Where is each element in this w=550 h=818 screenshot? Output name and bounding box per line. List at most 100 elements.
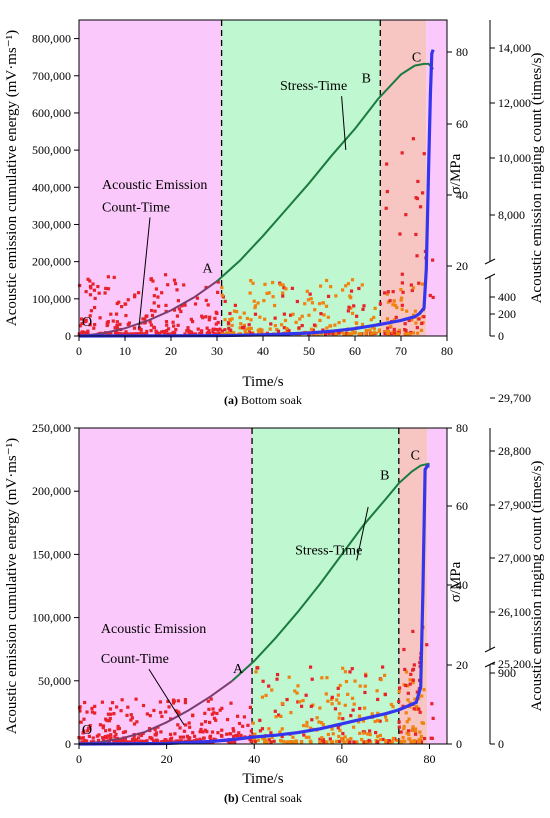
ae-count-point	[154, 287, 159, 291]
ae-count-point	[393, 303, 398, 307]
ae-count-point	[149, 328, 153, 333]
ae-count-point	[420, 282, 425, 286]
ae-count-point	[87, 734, 91, 738]
ae-count-point	[391, 303, 395, 307]
ae-count-point	[291, 740, 296, 744]
ae-count-point	[270, 688, 274, 692]
stress-time-line-early	[78, 679, 233, 745]
ae-count-point	[238, 326, 242, 330]
ae-count-point	[310, 677, 314, 681]
ae-count-point	[388, 299, 392, 303]
ae-count-point	[319, 312, 323, 316]
ae-count-point	[295, 691, 299, 695]
stress-time-annotation: Stress-Time	[295, 543, 362, 558]
ae-count-point	[185, 734, 190, 738]
ae-count-point	[223, 318, 227, 322]
ae-count-point	[181, 735, 186, 739]
ae-count-point	[149, 308, 154, 313]
ae-count-point	[215, 332, 219, 336]
ae-count-point	[399, 296, 404, 300]
ae-count-point	[382, 673, 387, 677]
stress-axis-label: σ/MPa	[448, 561, 464, 602]
ae-count-point	[133, 295, 137, 299]
ae-count-point	[391, 736, 396, 741]
ae-count-point	[123, 302, 128, 306]
ae-count-point	[166, 699, 170, 703]
ae-count-point	[347, 332, 351, 336]
ae-count-point	[112, 275, 116, 280]
ae-count-point	[157, 304, 161, 308]
x-tick-label: 50	[303, 344, 315, 358]
ae-count-point	[188, 329, 192, 334]
ae-count-point	[115, 326, 120, 330]
ae-count-point	[121, 730, 126, 735]
ae-count-point	[183, 302, 187, 306]
ae-count-point	[187, 721, 191, 725]
ae-count-point	[302, 733, 306, 737]
ae-count-point	[337, 716, 341, 720]
ae-count-point	[408, 701, 412, 705]
ae-count-point	[89, 309, 94, 313]
ae-count-point	[258, 729, 262, 733]
ae-count-point	[211, 329, 215, 333]
stage-point-label: O	[82, 315, 92, 330]
x-tick-label: 10	[119, 344, 131, 358]
ae-count-point	[378, 733, 382, 738]
ae-count-point	[253, 312, 258, 316]
y-axis-label: Acoustic emission cumulative energy (mV·…	[4, 30, 20, 326]
ae-count-point	[260, 695, 265, 699]
ae-count-point	[115, 320, 119, 324]
ae-count-point	[200, 722, 204, 726]
ae-count-point	[374, 730, 378, 735]
ae-count-point	[409, 672, 413, 676]
y-tick-label: 150,000	[32, 547, 71, 561]
ae-count-point	[209, 697, 213, 701]
ae-count-point	[271, 295, 275, 299]
ae-count-point	[280, 701, 284, 706]
ae-count-point	[142, 739, 146, 744]
ae-count-point	[165, 329, 169, 333]
ae-count-point	[101, 737, 105, 741]
ae-count-point	[397, 725, 401, 729]
ae-count-point	[262, 299, 266, 303]
ae-count-point	[411, 331, 416, 335]
stress-tick-label: 20	[456, 259, 468, 273]
ae-count-point	[84, 739, 89, 743]
ae-count-point	[301, 698, 305, 703]
ae-count-point	[233, 303, 237, 307]
ae-count-point	[201, 316, 205, 320]
ae-count-point	[411, 725, 415, 729]
ae-count-point	[216, 731, 220, 735]
ae-count-point	[318, 284, 323, 288]
ae-count-point	[97, 291, 101, 295]
ae-count-point	[166, 283, 170, 287]
ae-count-point	[352, 725, 356, 729]
axis-break-mark	[484, 273, 496, 280]
ae-count-point	[343, 670, 347, 674]
ae-count-point	[112, 740, 117, 744]
ae-count-point	[132, 722, 137, 726]
ae-count-point	[98, 723, 102, 727]
ae-count-point	[217, 331, 221, 336]
ae-count-point	[216, 280, 220, 284]
annotation-arrow	[356, 506, 369, 561]
ae-count-point	[273, 709, 277, 713]
ae-count-point	[310, 301, 315, 305]
ae-count-point	[82, 729, 86, 733]
ae-count-point	[402, 727, 406, 731]
ae-count-point	[368, 328, 372, 332]
ae-count-point	[355, 740, 359, 744]
ae-count-point	[148, 735, 152, 740]
ae-count-point	[392, 327, 396, 332]
ae-count-point	[407, 737, 411, 741]
ae-count-point	[223, 299, 227, 303]
ae-count-point	[203, 711, 207, 715]
ae-count-point	[204, 285, 208, 290]
ae-count-point	[104, 717, 108, 721]
ae-count-point	[263, 740, 267, 744]
x-tick-label: 20	[165, 344, 177, 358]
x-tick-label: 40	[257, 344, 269, 358]
ae-count-point	[254, 670, 258, 674]
ae-count-point	[170, 736, 174, 740]
ae-count-point	[220, 728, 224, 732]
